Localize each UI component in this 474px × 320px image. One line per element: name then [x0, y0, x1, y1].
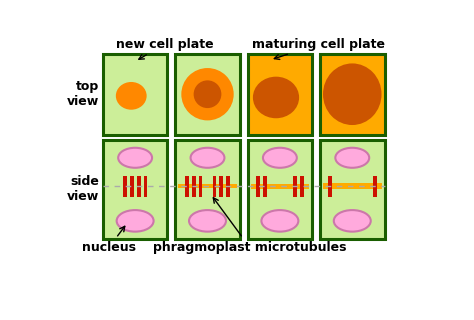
- Bar: [137, 176, 140, 197]
- Text: top
view: top view: [67, 80, 99, 108]
- Bar: [144, 176, 147, 197]
- Bar: [263, 176, 267, 197]
- Bar: [185, 176, 189, 197]
- Bar: [300, 176, 304, 197]
- Bar: [328, 176, 331, 197]
- Bar: [323, 183, 382, 189]
- Bar: [175, 140, 240, 239]
- Text: maturing cell plate: maturing cell plate: [252, 38, 385, 60]
- Bar: [219, 176, 223, 197]
- Bar: [247, 140, 312, 239]
- Text: new cell plate: new cell plate: [116, 38, 213, 59]
- Bar: [373, 176, 377, 197]
- Bar: [227, 176, 230, 197]
- Ellipse shape: [261, 210, 298, 232]
- Bar: [320, 54, 384, 135]
- Bar: [212, 176, 216, 197]
- Bar: [103, 140, 167, 239]
- Ellipse shape: [335, 148, 369, 168]
- Ellipse shape: [189, 210, 226, 232]
- Bar: [251, 184, 309, 189]
- Text: nucleus: nucleus: [82, 226, 136, 254]
- Ellipse shape: [253, 77, 299, 118]
- Bar: [320, 140, 384, 239]
- Bar: [191, 176, 196, 197]
- Bar: [103, 54, 167, 135]
- Ellipse shape: [116, 82, 146, 110]
- Ellipse shape: [194, 80, 221, 108]
- Bar: [123, 176, 127, 197]
- Bar: [175, 54, 240, 135]
- Bar: [130, 176, 134, 197]
- Bar: [256, 176, 260, 197]
- Ellipse shape: [191, 148, 225, 168]
- Bar: [247, 54, 312, 135]
- Ellipse shape: [323, 63, 382, 125]
- Text: side
view: side view: [67, 175, 99, 203]
- Bar: [199, 176, 202, 197]
- Text: phragmoplast microtubules: phragmoplast microtubules: [153, 198, 346, 254]
- Ellipse shape: [334, 210, 371, 232]
- Ellipse shape: [263, 148, 297, 168]
- Ellipse shape: [117, 210, 154, 232]
- Ellipse shape: [118, 148, 152, 168]
- Bar: [178, 184, 237, 188]
- Bar: [293, 176, 297, 197]
- Ellipse shape: [182, 68, 234, 120]
